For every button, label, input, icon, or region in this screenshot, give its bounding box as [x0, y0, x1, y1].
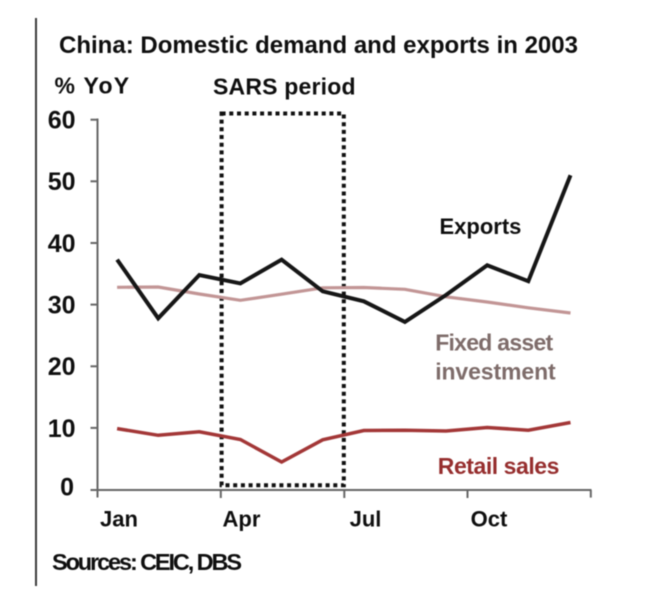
svg-text:20: 20	[48, 353, 76, 381]
svg-text:50: 50	[48, 168, 76, 196]
svg-text:Fixed asset: Fixed asset	[435, 330, 553, 356]
svg-text:60: 60	[48, 107, 76, 135]
svg-text:Retail sales: Retail sales	[438, 453, 560, 479]
svg-text:Exports: Exports	[440, 214, 522, 239]
svg-text:Apr: Apr	[223, 507, 261, 532]
svg-text:investment: investment	[435, 359, 556, 385]
svg-text:0: 0	[60, 474, 74, 502]
svg-text:40: 40	[48, 230, 76, 258]
svg-text:10: 10	[48, 415, 76, 443]
svg-text:% YoY: % YoY	[55, 73, 131, 99]
svg-text:30: 30	[48, 292, 76, 320]
svg-text:Jul: Jul	[350, 507, 382, 532]
svg-text:Oct: Oct	[471, 507, 508, 532]
svg-text:China: Domestic demand and exp: China: Domestic demand and exports in 20…	[59, 32, 578, 59]
svg-text:Jan: Jan	[100, 507, 138, 532]
svg-text:SARS period: SARS period	[213, 74, 356, 100]
svg-text:Sources: CEIC, DBS: Sources: CEIC, DBS	[52, 549, 242, 575]
